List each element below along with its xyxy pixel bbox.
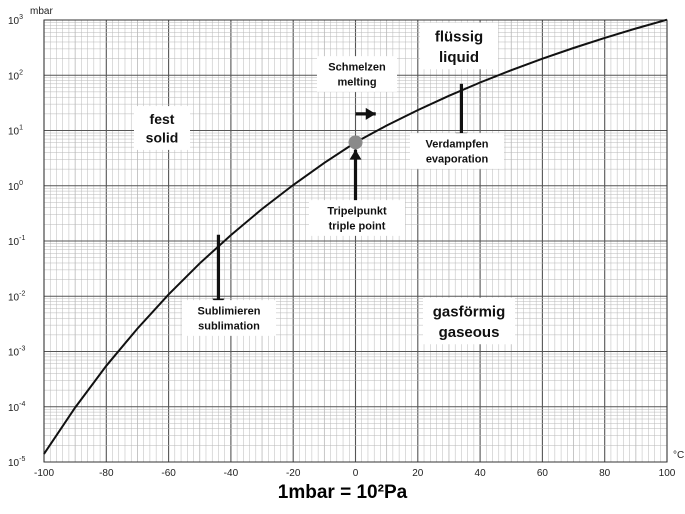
label-background xyxy=(182,300,276,336)
x-tick-label: -40 xyxy=(224,468,239,479)
label-line: evaporation xyxy=(426,154,489,166)
solid-region-label: fest solid xyxy=(134,106,190,150)
x-tick-label: -20 xyxy=(286,468,301,479)
x-tick-label: 20 xyxy=(412,468,424,479)
label-line: fest xyxy=(150,111,175,127)
plot-frame xyxy=(43,19,668,463)
label-background xyxy=(423,297,515,345)
label-line: solid xyxy=(146,130,179,146)
sublimation-label: Sublimieren sublimation xyxy=(182,300,276,336)
triple-point-label: Tripelpunkt triple point xyxy=(309,200,405,236)
x-tick-label: 100 xyxy=(659,468,676,479)
y-tick-label: 101 xyxy=(8,125,23,138)
melting-arrow xyxy=(355,107,376,120)
label-line: gaseous xyxy=(439,324,500,341)
x-tick-label: -60 xyxy=(161,468,176,479)
evaporation-label: Verdampfen evaporation xyxy=(410,133,504,169)
label-line: triple point xyxy=(329,221,386,233)
label-line: Sublimieren xyxy=(198,306,261,318)
melting-label: Schmelzen melting xyxy=(317,56,397,92)
arrow-head xyxy=(349,149,362,160)
x-tick-label: 0 xyxy=(353,468,359,479)
phase-diagram-chart: fest solid flüssig liquid gasförmig gaseous Sc… xyxy=(8,6,684,479)
y-tick-label: 10-2 xyxy=(8,290,25,303)
x-tick-labels: -100 -80 -60 -40 -20 0 20 40 60 80 100 xyxy=(34,468,676,479)
label-background xyxy=(134,106,190,150)
x-tick-label: -80 xyxy=(99,468,114,479)
label-background xyxy=(309,200,405,236)
label-line: gasförmig xyxy=(433,304,506,321)
arrow-head xyxy=(365,107,376,120)
y-tick-label: 100 xyxy=(8,180,23,193)
label-line: sublimation xyxy=(198,321,260,333)
sublimation-arrow xyxy=(212,234,225,309)
y-tick-label: 10-5 xyxy=(8,456,25,469)
label-background xyxy=(410,133,504,169)
x-tick-label: 60 xyxy=(537,468,549,479)
y-tick-label: 102 xyxy=(8,69,23,82)
gas-region-label: gasförmig gaseous xyxy=(423,297,515,345)
y-tick-labels: 10-5 10-4 10-3 10-2 10-1 100 101 102 103 xyxy=(8,14,25,469)
y-tick-label: 10-3 xyxy=(8,346,25,359)
label-background xyxy=(317,56,397,92)
label-line: liquid xyxy=(439,49,479,66)
unit-caption: 1mbar = 10²Pa xyxy=(277,482,408,503)
label-line: melting xyxy=(337,77,376,89)
triple-point-marker xyxy=(348,135,363,150)
label-line: flüssig xyxy=(435,29,483,46)
label-line: Verdampfen xyxy=(426,139,489,151)
y-tick-label: 10-1 xyxy=(8,235,25,248)
y-tick-label: 103 xyxy=(8,14,23,27)
label-line: Schmelzen xyxy=(328,62,386,74)
label-line: Tripelpunkt xyxy=(327,206,387,218)
x-tick-label: -100 xyxy=(34,468,54,479)
y-tick-label: 10-4 xyxy=(8,401,25,414)
x-axis-unit: °C xyxy=(673,450,684,461)
y-axis-label: mbar xyxy=(30,6,53,17)
x-tick-label: 80 xyxy=(599,468,611,479)
arrows xyxy=(212,83,468,309)
annotations: fest solid flüssig liquid gasförmig gaseous Sc… xyxy=(134,22,515,345)
liquid-region-label: flüssig liquid xyxy=(420,22,498,70)
x-tick-label: 40 xyxy=(475,468,487,479)
label-background xyxy=(420,22,498,70)
